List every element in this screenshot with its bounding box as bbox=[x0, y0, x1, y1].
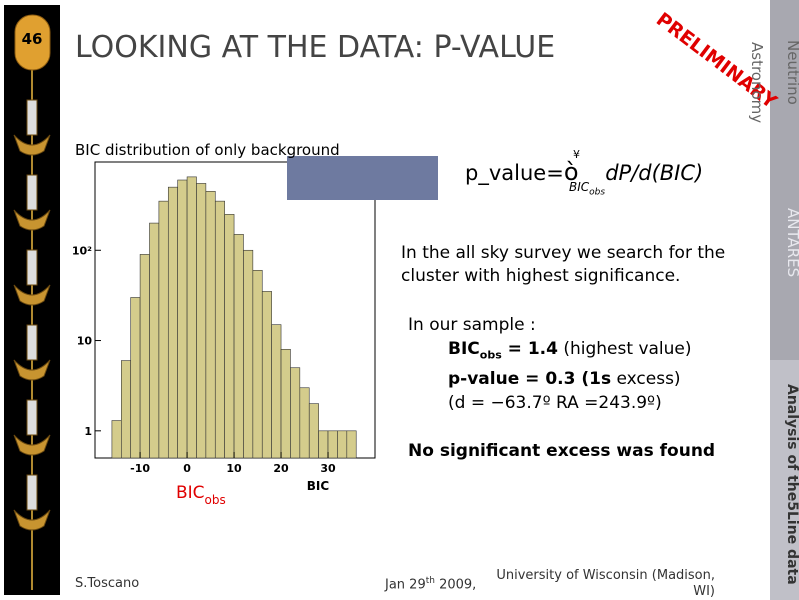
intro-text: In the all sky survey we search for the … bbox=[401, 243, 726, 286]
footer-date: Jan 29th 2009, bbox=[385, 576, 476, 592]
sample-heading: In our sample : bbox=[408, 315, 536, 335]
x-tick-label: 30 bbox=[320, 462, 336, 475]
formula-lower-sub: obs bbox=[589, 187, 606, 198]
bar bbox=[327, 430, 338, 459]
bar bbox=[346, 430, 357, 459]
annotation: BICobs bbox=[176, 483, 226, 507]
bic-value: = 1.4 bbox=[501, 339, 558, 359]
pvalue: p-value = 0.3 (1s bbox=[448, 369, 612, 390]
page-badge bbox=[14, 14, 51, 71]
date: Jan 29 bbox=[385, 577, 426, 593]
bar bbox=[308, 403, 319, 459]
bar bbox=[177, 179, 188, 459]
page-number: 46 bbox=[22, 30, 43, 48]
sidebar-tab: ANTARES bbox=[784, 208, 799, 278]
bic-note: (highest value) bbox=[557, 339, 692, 359]
formula-lower-main: BIC bbox=[569, 180, 590, 194]
sidebar-tab: Neutrino bbox=[784, 40, 799, 105]
x-axis-label: BIC bbox=[307, 479, 330, 493]
bar bbox=[271, 324, 282, 459]
annotation-sub: obs bbox=[205, 493, 226, 507]
footer-author: S.Toscano bbox=[75, 576, 140, 591]
filmstrip-icons bbox=[13, 99, 51, 531]
bar bbox=[337, 430, 348, 459]
bar bbox=[261, 291, 272, 459]
y-tick-label: 10² bbox=[72, 244, 92, 257]
x-tick-label: -10 bbox=[130, 462, 150, 475]
x-tick-label: 20 bbox=[273, 462, 289, 475]
x-tick-label: 0 bbox=[183, 462, 191, 475]
bic-label: BIC bbox=[448, 339, 480, 359]
sample-line: p-value = 0.3 (1s excess) bbox=[408, 367, 715, 391]
sidebar-active bbox=[770, 360, 799, 600]
date-sup: th bbox=[425, 576, 435, 586]
conclusion: No significant excess was found bbox=[408, 441, 716, 462]
formula-integrand: dP/d(BIC) bbox=[605, 161, 704, 185]
formula-eq: = bbox=[546, 161, 564, 185]
bar bbox=[130, 297, 141, 459]
formula-lower: BICobs bbox=[569, 180, 605, 197]
formula-lhs: p_value bbox=[465, 161, 547, 185]
sidebar-tab: Astronomy bbox=[748, 42, 766, 124]
bar bbox=[243, 249, 254, 459]
sample-block: In our sample : BICobs = 1.4 (highest va… bbox=[408, 313, 715, 463]
bar bbox=[299, 387, 310, 459]
chart-title: BIC distribution of only background bbox=[75, 141, 340, 159]
bar bbox=[139, 254, 150, 459]
bar bbox=[214, 200, 225, 459]
bar bbox=[318, 430, 329, 459]
bar bbox=[167, 186, 178, 459]
formula-upper: ¥ bbox=[573, 148, 580, 161]
bar bbox=[252, 269, 263, 459]
pvalue-note: excess) bbox=[611, 369, 681, 390]
year: 2009, bbox=[434, 577, 477, 593]
y-tick-label: 1 bbox=[84, 425, 92, 438]
bar bbox=[290, 367, 301, 459]
bar bbox=[205, 190, 216, 459]
slide-title: LOOKING AT THE DATA: P-VALUE bbox=[75, 30, 555, 65]
sample-line: (d = −63.7º RA =243.9º) bbox=[448, 393, 662, 414]
bar bbox=[158, 200, 169, 459]
sidebar-tab: Analysis of the5Line data bbox=[784, 384, 799, 585]
bar bbox=[233, 234, 244, 459]
y-tick-label: 10 bbox=[77, 335, 93, 348]
bar bbox=[121, 360, 132, 459]
bic-sub: obs bbox=[479, 348, 502, 362]
overlay-box bbox=[287, 156, 438, 200]
bar bbox=[149, 222, 160, 459]
sample-line: BICobs = 1.4 (highest value) bbox=[408, 337, 715, 367]
bar bbox=[186, 176, 197, 459]
bar bbox=[111, 420, 122, 459]
x-tick-label: 10 bbox=[226, 462, 242, 475]
formula-integral: ò bbox=[563, 158, 579, 186]
bar bbox=[280, 348, 291, 459]
histogram: -10 0 10 20 30 1 10 10² bbox=[72, 176, 357, 475]
annotation-text: BIC bbox=[176, 483, 205, 503]
formula: p_value=ò ¥ BICobs dP/d(BIC) bbox=[465, 148, 704, 197]
bar bbox=[196, 183, 207, 459]
footer-affiliation: University of Wisconsin (Madison, WI) bbox=[496, 568, 715, 599]
bar bbox=[224, 214, 235, 459]
